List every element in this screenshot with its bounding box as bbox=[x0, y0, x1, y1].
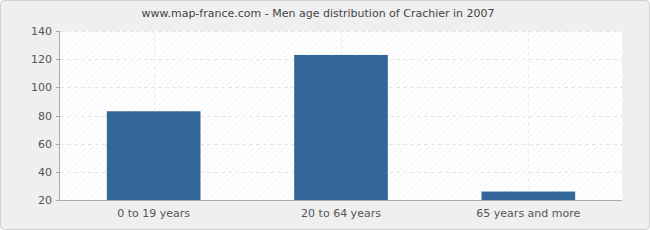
chart: 20 40 60 80 100 120 140 0 to 19 years 20 to 64 y… bbox=[0, 0, 650, 230]
y-tick bbox=[56, 31, 60, 32]
y-tick bbox=[56, 172, 60, 173]
y-tick bbox=[56, 87, 60, 88]
y-tick bbox=[56, 116, 60, 117]
x-tick-label: 65 years and more bbox=[476, 207, 580, 220]
y-tick-label: 80 bbox=[38, 110, 52, 123]
y-tick-label: 100 bbox=[31, 81, 52, 94]
background bbox=[1, 1, 650, 230]
y-tick-label: 20 bbox=[38, 194, 52, 207]
y-tick-label: 140 bbox=[31, 25, 52, 38]
y-tick-label: 40 bbox=[38, 166, 52, 179]
y-tick bbox=[56, 200, 60, 201]
x-axis bbox=[60, 200, 622, 201]
y-tick-label: 120 bbox=[31, 53, 52, 66]
plot-area bbox=[60, 31, 622, 200]
x-tick-label: 0 to 19 years bbox=[117, 207, 190, 220]
x-tick-label: 20 to 64 years bbox=[301, 207, 381, 220]
bars bbox=[107, 55, 575, 200]
y-axis bbox=[59, 31, 60, 200]
grid-line bbox=[60, 200, 622, 201]
bar bbox=[294, 55, 388, 200]
title: www.map-france.com - Men age distributio… bbox=[141, 7, 494, 20]
plot-hatch bbox=[60, 31, 622, 200]
y-tick bbox=[56, 144, 60, 145]
bar bbox=[107, 111, 201, 200]
y-tick bbox=[56, 59, 60, 60]
y-tick-label: 60 bbox=[38, 138, 52, 151]
bar bbox=[482, 192, 576, 200]
grid-line-vertical bbox=[528, 31, 529, 200]
